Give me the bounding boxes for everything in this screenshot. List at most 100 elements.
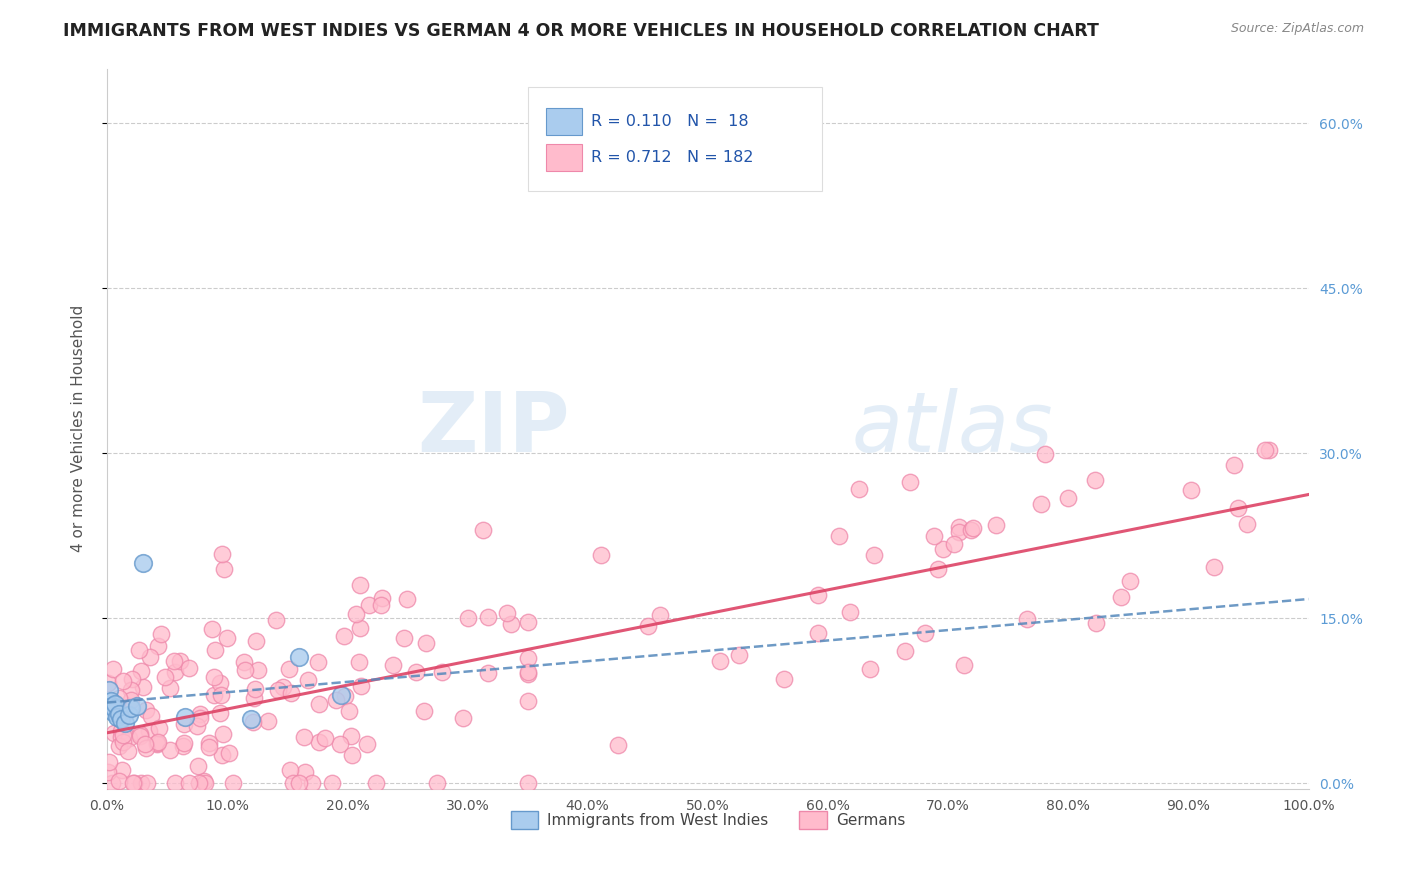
Point bbox=[153, 670, 176, 684]
Point bbox=[159, 681, 181, 695]
Point bbox=[187, 776, 209, 790]
Point bbox=[381, 657, 404, 672]
Point bbox=[848, 482, 870, 496]
Point bbox=[405, 665, 427, 679]
FancyBboxPatch shape bbox=[527, 87, 823, 191]
Point bbox=[932, 541, 955, 556]
Point bbox=[301, 776, 323, 790]
Point bbox=[204, 643, 226, 657]
Point bbox=[136, 776, 159, 790]
Point bbox=[356, 737, 378, 751]
Point bbox=[190, 706, 212, 721]
Point bbox=[129, 726, 152, 740]
Point bbox=[243, 682, 266, 697]
Point bbox=[280, 686, 302, 700]
Point bbox=[894, 644, 917, 658]
Point bbox=[277, 662, 299, 676]
Point bbox=[202, 689, 225, 703]
Point bbox=[984, 518, 1007, 533]
Point bbox=[1057, 491, 1080, 505]
Point bbox=[1017, 612, 1039, 626]
Point bbox=[193, 774, 215, 789]
Point bbox=[246, 663, 269, 677]
Point bbox=[107, 690, 129, 705]
Point bbox=[943, 537, 966, 551]
Point bbox=[209, 688, 232, 702]
Point bbox=[340, 729, 363, 743]
Point bbox=[271, 680, 294, 694]
Point bbox=[773, 672, 796, 686]
Point bbox=[927, 562, 949, 576]
Point bbox=[415, 636, 437, 650]
Point bbox=[233, 663, 256, 677]
Point bbox=[349, 577, 371, 591]
Point bbox=[173, 717, 195, 731]
Point bbox=[516, 694, 538, 708]
Point bbox=[97, 764, 120, 779]
Point bbox=[337, 704, 360, 718]
Point bbox=[103, 726, 125, 740]
Point bbox=[118, 731, 141, 745]
Point bbox=[146, 737, 169, 751]
Text: Source: ZipAtlas.com: Source: ZipAtlas.com bbox=[1230, 22, 1364, 36]
Point bbox=[278, 763, 301, 777]
Point bbox=[111, 673, 134, 688]
Point bbox=[198, 735, 221, 749]
Point bbox=[862, 548, 884, 562]
Point bbox=[120, 683, 142, 698]
Point bbox=[188, 711, 211, 725]
Point bbox=[128, 643, 150, 657]
Text: R = 0.110   N =  18: R = 0.110 N = 18 bbox=[592, 114, 749, 129]
Point bbox=[240, 712, 263, 726]
Point bbox=[131, 776, 153, 790]
Point bbox=[314, 731, 336, 745]
Point bbox=[173, 736, 195, 750]
Point bbox=[121, 673, 143, 687]
Point bbox=[1111, 590, 1133, 604]
Point bbox=[308, 697, 330, 711]
Y-axis label: 4 or more Vehicles in Household: 4 or more Vehicles in Household bbox=[72, 305, 86, 552]
Point bbox=[325, 693, 347, 707]
Text: atlas: atlas bbox=[852, 388, 1053, 469]
Point bbox=[294, 764, 316, 779]
Point bbox=[607, 738, 630, 752]
Point bbox=[169, 655, 191, 669]
Point bbox=[146, 639, 169, 653]
Point bbox=[953, 657, 976, 672]
Point bbox=[728, 648, 751, 662]
Point bbox=[962, 521, 984, 535]
Point bbox=[499, 617, 522, 632]
Point bbox=[1254, 442, 1277, 457]
Point bbox=[177, 661, 200, 675]
Point bbox=[114, 715, 136, 730]
Point bbox=[208, 675, 231, 690]
Point bbox=[179, 776, 201, 790]
Point bbox=[110, 731, 132, 745]
Point bbox=[120, 701, 142, 715]
Point bbox=[103, 701, 125, 715]
Point bbox=[129, 729, 152, 743]
Point bbox=[100, 693, 122, 707]
Point bbox=[101, 699, 124, 714]
Point bbox=[132, 680, 155, 694]
Point bbox=[333, 629, 356, 643]
FancyBboxPatch shape bbox=[546, 108, 582, 136]
Point bbox=[267, 682, 290, 697]
Point bbox=[364, 776, 387, 790]
Point bbox=[516, 651, 538, 665]
Point bbox=[297, 673, 319, 687]
Point bbox=[218, 746, 240, 760]
Point bbox=[288, 649, 311, 664]
Point bbox=[392, 631, 415, 645]
Point bbox=[101, 705, 124, 719]
Point bbox=[97, 676, 120, 690]
Text: R = 0.712   N = 182: R = 0.712 N = 182 bbox=[592, 150, 754, 165]
Point bbox=[148, 721, 170, 735]
Point bbox=[453, 710, 475, 724]
Point bbox=[135, 703, 157, 717]
Point bbox=[103, 698, 125, 712]
Point bbox=[477, 610, 499, 624]
Point bbox=[138, 724, 160, 739]
Point bbox=[118, 707, 141, 722]
Point bbox=[591, 548, 613, 562]
